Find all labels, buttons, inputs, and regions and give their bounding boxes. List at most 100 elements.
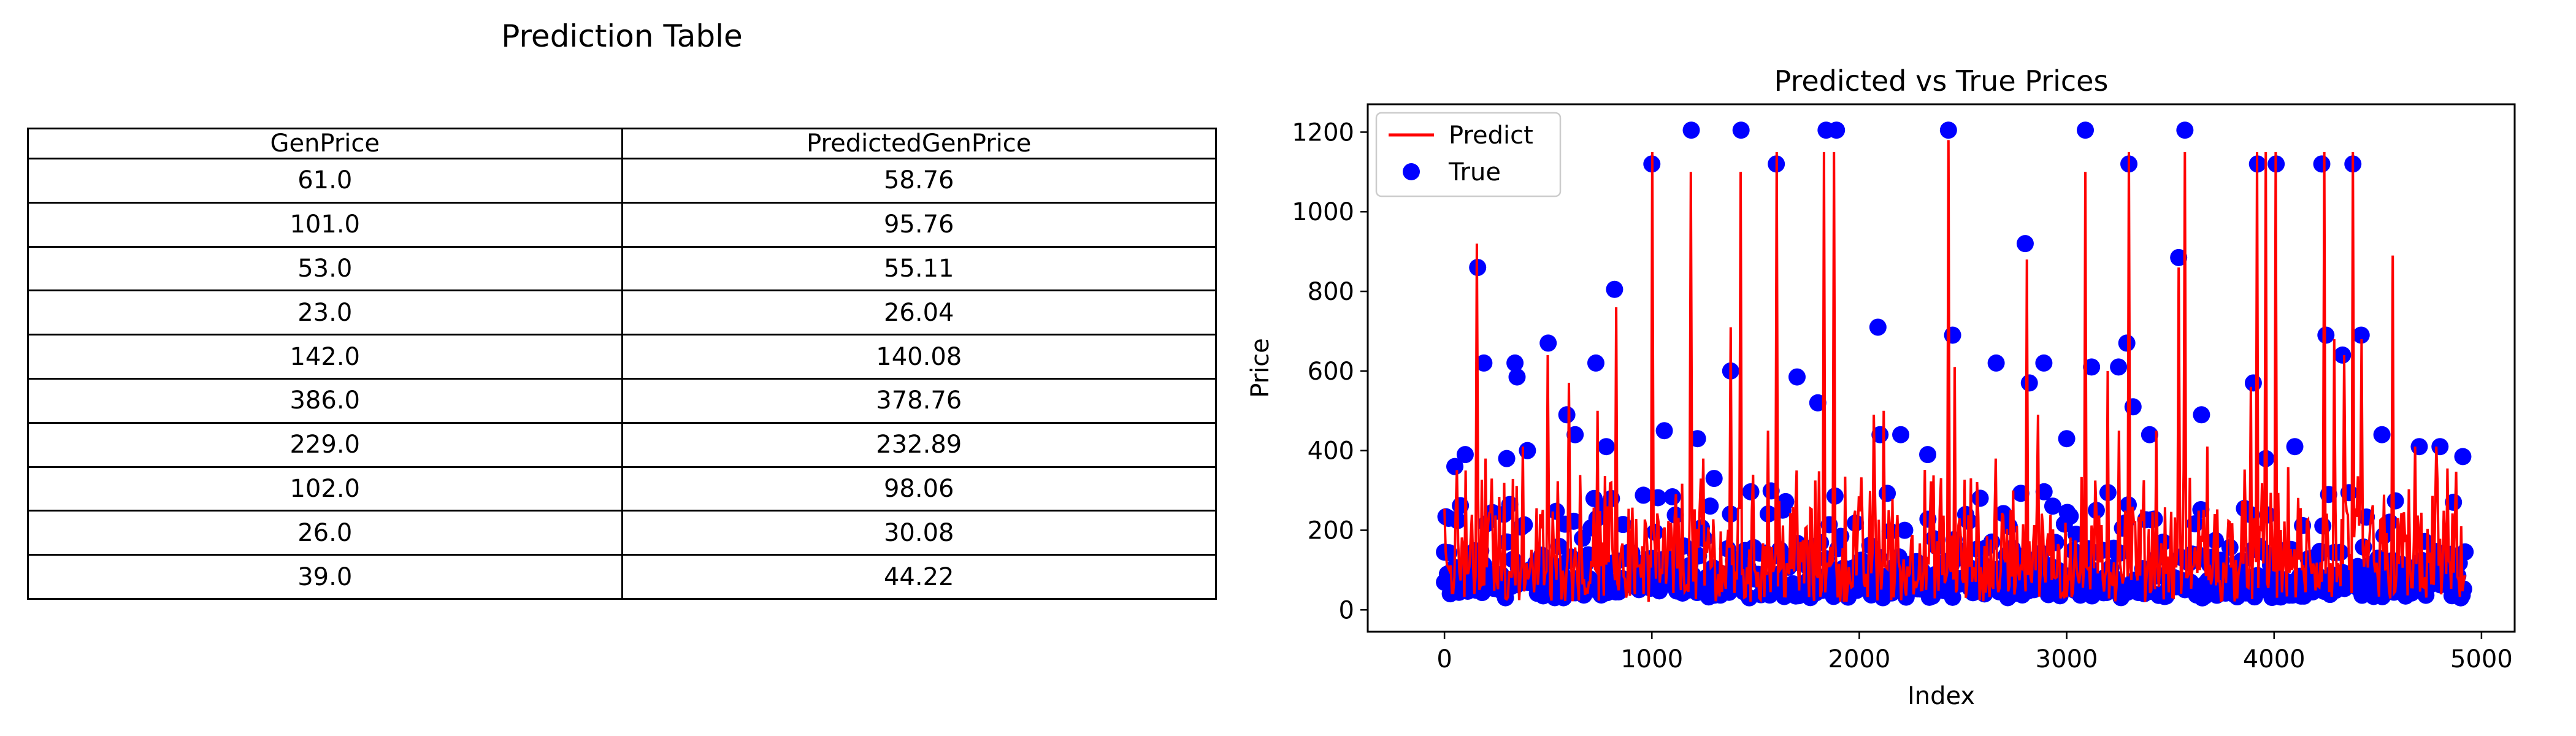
table-row: 53.0 55.11 [27,245,1217,292]
table-cell: 232.89 [621,421,1217,468]
true-point [2454,448,2472,466]
table-row: 229.0 232.89 [27,421,1217,468]
true-point [1705,470,1723,488]
column-header: GenPrice [27,128,623,159]
x-tick-label: 3000 [2036,645,2098,673]
plot-frame [1367,103,2516,633]
true-point [2352,326,2370,344]
y-tick-label: 1200 [1292,118,1354,147]
true-point [1436,543,1454,561]
table-cell: 140.08 [621,334,1217,380]
true-point [2061,507,2079,525]
true-point [1869,318,1887,336]
true-point [2193,406,2210,424]
chart-legend: Predict True [1375,112,1562,197]
true-point [2286,438,2304,456]
true-point [1742,483,1760,500]
true-point [1682,121,1700,139]
true-point [2083,358,2101,376]
true-point [1597,438,1615,456]
true-point [1566,426,1584,443]
table-header-row: GenPrice PredictedGenPrice [27,128,1217,159]
true-point [2244,374,2262,392]
true-point [1446,458,1464,475]
true-point [1777,493,1795,510]
column-header: PredictedGenPrice [621,128,1217,159]
prediction-table: GenPrice PredictedGenPrice 61.0 58.76 101… [27,128,1217,600]
table-row: 102.0 98.06 [27,466,1217,512]
true-point [2035,354,2053,372]
table-cell: 98.06 [621,466,1217,512]
predict-line [1443,140,2466,604]
table-cell: 23.0 [27,289,623,336]
true-point [2456,543,2474,561]
y-tick-label: 200 [1308,516,1354,545]
table-cell: 61.0 [27,158,623,204]
true-point [1944,588,1961,606]
x-tick-label: 5000 [2450,645,2513,673]
true-point [1456,446,1474,464]
table-cell: 386.0 [27,377,623,424]
legend-true-swatch [1403,163,1420,180]
table-row: 26.0 30.08 [27,510,1217,556]
table-cell: 229.0 [27,421,623,468]
table-row: 61.0 58.76 [27,158,1217,204]
true-point [2386,492,2404,510]
table-cell: 53.0 [27,245,623,292]
true-point [2016,235,2034,253]
true-point [2154,533,2172,551]
x-tick-label: 0 [1436,645,1452,673]
x-axis-label: Index [1907,682,1975,710]
y-tick-label: 600 [1308,358,1354,386]
table-cell: 26.04 [621,289,1217,336]
true-point [1539,334,1557,352]
true-point [1663,488,1681,506]
true-point [1498,450,1516,467]
true-point [2431,438,2449,456]
table-cell: 101.0 [27,201,623,248]
true-point [1944,326,1961,344]
true-point [2141,426,2158,443]
true-point [1587,354,1604,372]
true-point [1655,422,1673,440]
true-point [2311,542,2329,560]
table-cell: 30.08 [621,510,1217,556]
table-row: 39.0 44.22 [27,554,1217,600]
y-tick-label: 1000 [1292,198,1354,226]
true-point [1519,442,1536,459]
true-point [1971,489,1989,507]
table-cell: 102.0 [27,466,623,512]
true-point [2020,374,2038,392]
table-cell: 26.0 [27,510,623,556]
true-point [2373,426,2391,443]
true-point [1788,368,1806,386]
true-point [2313,155,2331,173]
legend-true-label: True [1448,158,1501,186]
true-point [1919,446,1937,464]
table-row: 142.0 140.08 [27,334,1217,380]
true-point [1896,521,1914,539]
true-point [1506,354,1524,372]
true-point [1828,121,1846,139]
x-tick-label: 4000 [2243,645,2306,673]
legend-predict-label: Predict [1449,121,1533,150]
true-point [1689,430,1706,448]
x-tick-label: 1000 [1620,645,1683,673]
chart-title: Predicted vs True Prices [1774,64,2109,98]
table-row: 386.0 378.76 [27,377,1217,424]
true-point [1892,426,1910,443]
plot-area [1436,121,2474,607]
table-cell: 55.11 [621,245,1217,292]
table-row: 23.0 26.04 [27,289,1217,336]
true-point [2176,121,2194,139]
x-tick-label: 2000 [1828,645,1891,673]
table-cell: 39.0 [27,554,623,600]
true-point [1939,121,1957,139]
true-point [1701,497,1719,515]
y-axis-label: Price [1246,338,1275,398]
y-tick-label: 400 [1308,437,1354,466]
true-point [1606,280,1623,298]
table-title: Prediction Table [501,18,743,54]
table-cell: 44.22 [621,554,1217,600]
